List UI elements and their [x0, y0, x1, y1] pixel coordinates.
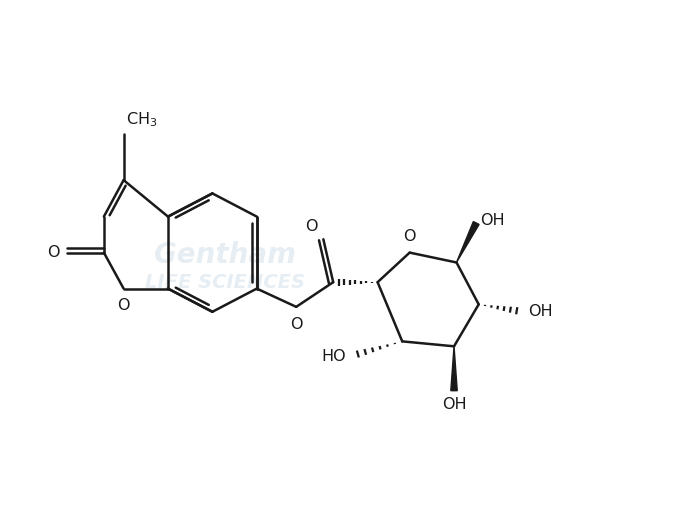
- Text: OH: OH: [442, 397, 466, 412]
- Text: CH$_3$: CH$_3$: [126, 111, 157, 129]
- Text: O: O: [118, 298, 130, 314]
- Text: O: O: [47, 245, 59, 260]
- Text: O: O: [290, 317, 303, 332]
- Polygon shape: [451, 346, 457, 391]
- Text: Gentham: Gentham: [154, 241, 296, 269]
- Text: O: O: [404, 229, 416, 244]
- Text: OH: OH: [480, 213, 505, 228]
- Text: LIFE SCIENCES: LIFE SCIENCES: [145, 272, 305, 292]
- Text: HO: HO: [321, 349, 345, 363]
- Text: O: O: [305, 219, 317, 235]
- Polygon shape: [457, 222, 479, 263]
- Text: OH: OH: [528, 304, 553, 319]
